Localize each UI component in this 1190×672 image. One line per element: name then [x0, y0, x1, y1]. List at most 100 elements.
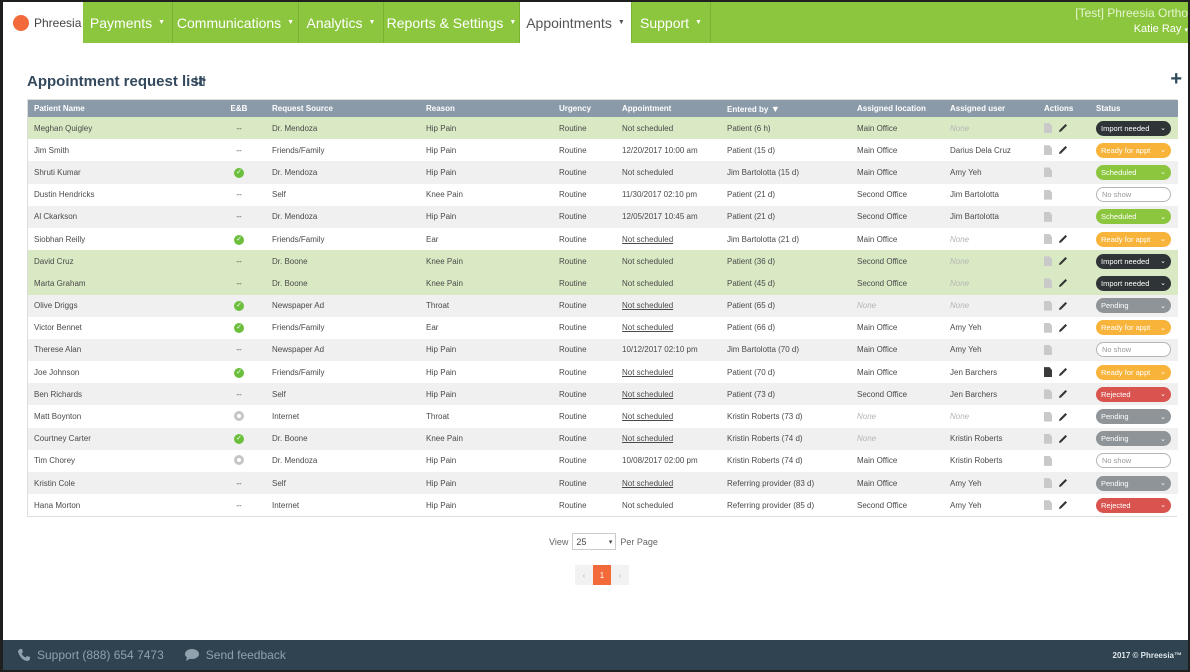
- pencil-edit-icon[interactable]: [1058, 412, 1068, 422]
- pencil-edit-icon[interactable]: [1058, 301, 1068, 311]
- table-row[interactable]: Al Ckarkson -- Dr. Mendoza Hip Pain Routine 1…: [28, 205, 1178, 228]
- table-row[interactable]: Dustin Hendricks -- Self Knee Pain Routine 11…: [28, 183, 1178, 206]
- schedule-link[interactable]: Not scheduled: [622, 389, 674, 399]
- pencil-edit-icon[interactable]: [1058, 256, 1068, 266]
- brand-logo[interactable]: Phreesia: [3, 2, 83, 43]
- cell-appointment: 12/20/2017 10:00 am: [622, 145, 698, 155]
- prev-page-button[interactable]: ‹: [575, 565, 593, 585]
- schedule-link[interactable]: Not scheduled: [622, 434, 674, 444]
- column-header-entered-by[interactable]: Entered by ▼: [721, 100, 851, 117]
- table-row[interactable]: Meghan Quigley -- Dr. Mendoza Hip Pain Routi…: [28, 117, 1178, 140]
- table-row[interactable]: Olive Driggs ✓ Newspaper Ad Throat Routine No…: [28, 294, 1178, 317]
- table-row[interactable]: Jim Smith -- Friends/Family Hip Pain Routine…: [28, 139, 1178, 162]
- document-icon[interactable]: [1044, 278, 1052, 289]
- status-dropdown[interactable]: Pending ⌄: [1096, 298, 1171, 314]
- page-1-button[interactable]: 1: [593, 565, 611, 585]
- nav-item-reports-settings[interactable]: Reports & Settings ▼: [384, 2, 520, 43]
- status-dropdown[interactable]: Ready for appt ⌄: [1096, 320, 1171, 336]
- status-dropdown[interactable]: Rejected ⌄: [1096, 386, 1171, 402]
- status-dropdown[interactable]: No show: [1096, 187, 1171, 203]
- table-row[interactable]: Courtney Carter ✓ Dr. Boone Knee Pain Routin…: [28, 427, 1178, 450]
- schedule-link[interactable]: Not scheduled: [622, 367, 674, 377]
- support-link[interactable]: Support (888) 654 7473: [17, 648, 164, 662]
- schedule-link[interactable]: Not scheduled: [622, 234, 674, 244]
- status-dropdown[interactable]: Ready for appt ⌄: [1096, 142, 1171, 158]
- document-icon[interactable]: [1044, 189, 1052, 200]
- status-dropdown[interactable]: Pending ⌄: [1096, 409, 1171, 425]
- status-dropdown[interactable]: No show: [1096, 342, 1171, 358]
- document-icon[interactable]: [1044, 433, 1052, 444]
- pencil-edit-icon[interactable]: [1058, 367, 1068, 377]
- status-dropdown[interactable]: Import needed ⌄: [1096, 253, 1171, 269]
- document-icon[interactable]: [1044, 344, 1052, 355]
- add-request-button[interactable]: +: [1170, 68, 1182, 90]
- pencil-edit-icon[interactable]: [1058, 500, 1068, 510]
- document-icon[interactable]: [1044, 167, 1052, 178]
- schedule-link[interactable]: Not scheduled: [622, 478, 674, 488]
- user-name[interactable]: Katie Ray ▾: [1075, 21, 1188, 39]
- document-icon[interactable]: [1044, 234, 1052, 245]
- schedule-link[interactable]: Not scheduled: [622, 412, 674, 422]
- cell-status: Scheduled ⌄: [1090, 206, 1178, 228]
- table-row[interactable]: Therese Alan -- Newspaper Ad Hip Pain Routin…: [28, 338, 1178, 362]
- nav-item-support[interactable]: Support ▼: [632, 2, 711, 43]
- sort-desc-icon[interactable]: ▼: [768, 103, 780, 114]
- pencil-edit-icon[interactable]: [1058, 478, 1068, 488]
- status-dropdown[interactable]: Pending ⌄: [1096, 431, 1171, 447]
- nav-item-payments[interactable]: Payments ▼: [83, 2, 173, 43]
- status-dropdown[interactable]: Rejected ⌄: [1096, 497, 1171, 513]
- footer: Support (888) 654 7473 Send feedback 201…: [3, 640, 1188, 670]
- table-row[interactable]: Matt Boynton Internet Throat Routine Not sch…: [28, 405, 1178, 428]
- schedule-link[interactable]: Not scheduled: [622, 323, 674, 333]
- pencil-edit-icon[interactable]: [1058, 278, 1068, 288]
- table-row[interactable]: Siobhan Reilly ✓ Friends/Family Ear Routine N…: [28, 227, 1178, 251]
- status-dropdown[interactable]: Scheduled ⌄: [1096, 209, 1171, 225]
- document-icon[interactable]: [1044, 123, 1052, 134]
- status-dropdown[interactable]: No show: [1096, 453, 1171, 469]
- status-dropdown[interactable]: Pending ⌄: [1096, 475, 1171, 491]
- table-row[interactable]: David Cruz -- Dr. Boone Knee Pain Routine Not…: [28, 250, 1178, 273]
- pencil-edit-icon[interactable]: [1058, 389, 1068, 399]
- document-icon[interactable]: [1044, 389, 1052, 400]
- status-dropdown[interactable]: Ready for appt ⌄: [1096, 231, 1171, 247]
- table-row[interactable]: Shruti Kumar ✓ Dr. Mendoza Hip Pain Routine N…: [28, 161, 1178, 184]
- user-box[interactable]: [Test] Phreesia Ortho Katie Ray ▾: [1075, 5, 1188, 39]
- table-row[interactable]: Joe Johnson ✓ Friends/Family Hip Pain Routin…: [28, 361, 1178, 384]
- document-icon[interactable]: [1044, 211, 1052, 222]
- pencil-edit-icon[interactable]: [1058, 234, 1068, 244]
- schedule-link[interactable]: Not scheduled: [622, 301, 674, 311]
- cell-assigned-location: Second Office: [857, 389, 908, 399]
- pencil-edit-icon[interactable]: [1058, 145, 1068, 155]
- document-icon[interactable]: [1044, 322, 1052, 333]
- status-dropdown[interactable]: Import needed ⌄: [1096, 275, 1171, 291]
- document-icon[interactable]: [1044, 367, 1052, 378]
- cell-entered-by: Jim Bartolotta (21 d): [727, 234, 800, 244]
- nav-item-communications[interactable]: Communications ▼: [173, 2, 299, 43]
- next-page-button[interactable]: ›: [611, 565, 629, 585]
- pencil-edit-icon[interactable]: [1058, 123, 1068, 133]
- nav-item-appointments[interactable]: Appointments ▼: [520, 2, 632, 43]
- pencil-edit-icon[interactable]: [1058, 434, 1068, 444]
- status-dropdown[interactable]: Ready for appt ⌄: [1096, 364, 1171, 380]
- table-row[interactable]: Victor Bennet ✓ Friends/Family Ear Routine No…: [28, 316, 1178, 339]
- document-icon[interactable]: [1044, 256, 1052, 267]
- document-icon[interactable]: [1044, 455, 1052, 466]
- document-icon[interactable]: [1044, 300, 1052, 311]
- pencil-edit-icon[interactable]: [1058, 323, 1068, 333]
- document-icon[interactable]: [1044, 478, 1052, 489]
- nav-item-label: Appointments: [526, 14, 612, 31]
- table-row[interactable]: Marta Graham -- Dr. Boone Knee Pain Routine N…: [28, 272, 1178, 295]
- table-row[interactable]: Ben Richards -- Self Hip Pain Routine Not sch…: [28, 383, 1178, 406]
- table-row[interactable]: Tim Chorey Dr. Mendoza Hip Pain Routine 10/0…: [28, 449, 1178, 472]
- nav-item-analytics[interactable]: Analytics ▼: [299, 2, 384, 43]
- document-icon[interactable]: [1044, 411, 1052, 422]
- table-row[interactable]: Kristin Cole -- Self Hip Pain Routine Not sch…: [28, 472, 1178, 495]
- status-dropdown[interactable]: Import needed ⌄: [1096, 120, 1171, 136]
- document-icon[interactable]: [1044, 145, 1052, 156]
- status-dropdown[interactable]: Scheduled ⌄: [1096, 164, 1171, 180]
- filter-sliders-icon[interactable]: [194, 75, 206, 87]
- per-page-select[interactable]: 25 ▾: [572, 533, 617, 550]
- table-row[interactable]: Hana Morton -- Internet Hip Pain Routine Not …: [28, 494, 1178, 517]
- document-icon[interactable]: [1044, 500, 1052, 511]
- feedback-link[interactable]: Send feedback: [184, 648, 286, 662]
